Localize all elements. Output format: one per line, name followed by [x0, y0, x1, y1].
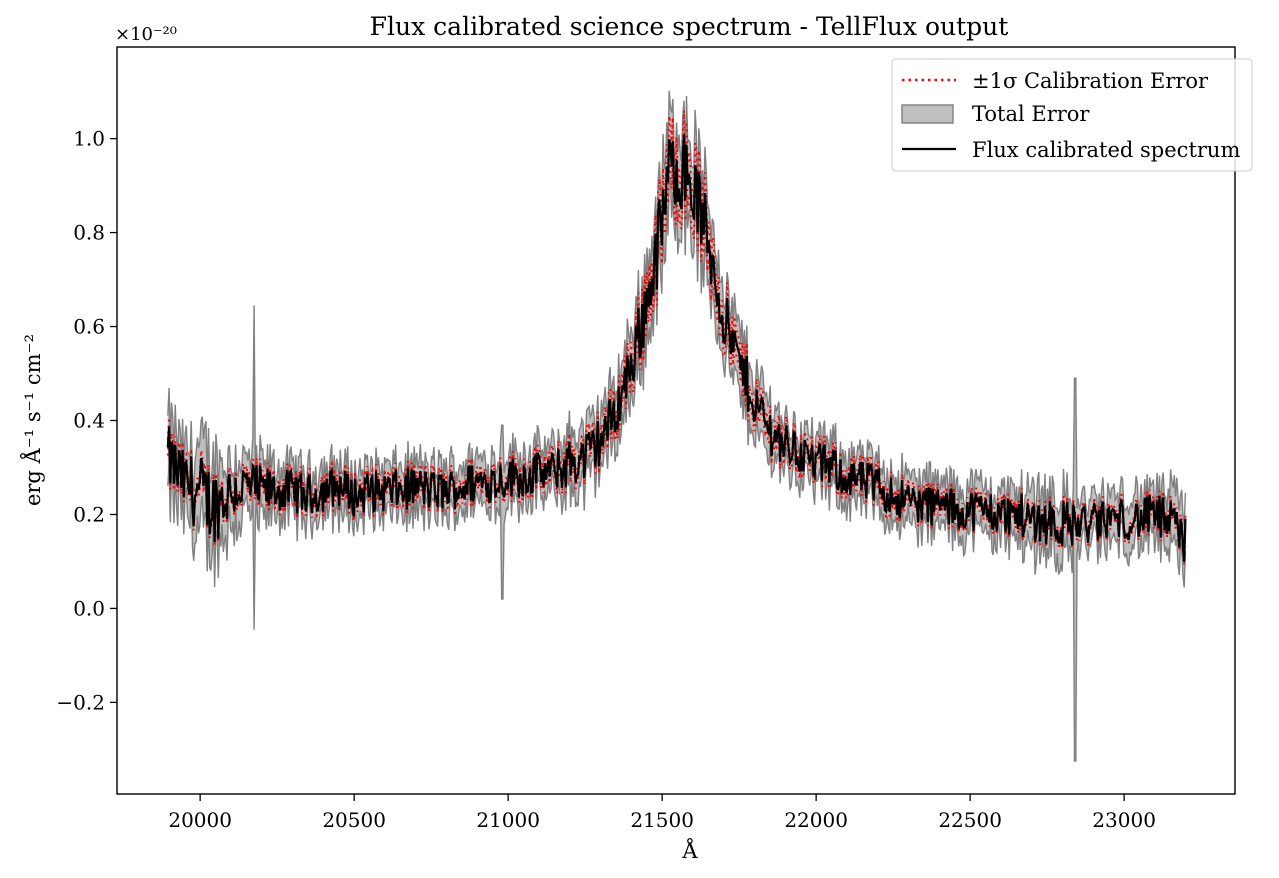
chart-title: Flux calibrated science spectrum - TellF… — [370, 12, 1009, 41]
x-tick-label: 21000 — [476, 808, 540, 832]
plot-area — [166, 90, 1187, 762]
legend-swatch-total-error — [901, 104, 954, 124]
legend: ±1σ Calibration Error Total Error Flux c… — [891, 58, 1253, 172]
y-tick-label: 0.2 — [73, 502, 105, 526]
x-tick-label: 20500 — [322, 808, 386, 832]
legend-label-calibration-error: ±1σ Calibration Error — [972, 69, 1209, 93]
legend-label-flux-spectrum: Flux calibrated spectrum — [972, 138, 1240, 162]
y-tick-label: −0.2 — [56, 690, 105, 714]
y-tick-label: 1.0 — [73, 127, 105, 151]
y-tick-label: 0.8 — [73, 221, 105, 245]
x-axis-label: Å — [681, 838, 698, 863]
x-tick-label: 21500 — [630, 808, 694, 832]
x-tick-label: 22500 — [938, 808, 1002, 832]
x-tick-label: 20000 — [168, 808, 232, 832]
x-axis: 20000 20500 21000 21500 22000 22500 23000 — [168, 794, 1156, 832]
y-tick-label: 0.0 — [73, 596, 105, 620]
x-tick-label: 22000 — [784, 808, 848, 832]
y-axis-label: erg Å⁻¹ s⁻¹ cm⁻² — [20, 334, 45, 506]
total-error-upper-edge — [167, 90, 1187, 525]
y-tick-label: 0.6 — [73, 315, 105, 339]
y-offset-label: ×10⁻²⁰ — [115, 24, 177, 45]
legend-label-total-error: Total Error — [972, 102, 1090, 126]
x-tick-label: 23000 — [1092, 808, 1156, 832]
legend-frame — [891, 58, 1253, 172]
flux-calibrated-spectrum-line — [166, 134, 1187, 563]
y-tick-label: 0.4 — [73, 409, 105, 433]
series-layer — [166, 110, 1187, 565]
y-axis: −0.2 0.0 0.2 0.4 0.6 0.8 1.0 — [56, 127, 117, 714]
